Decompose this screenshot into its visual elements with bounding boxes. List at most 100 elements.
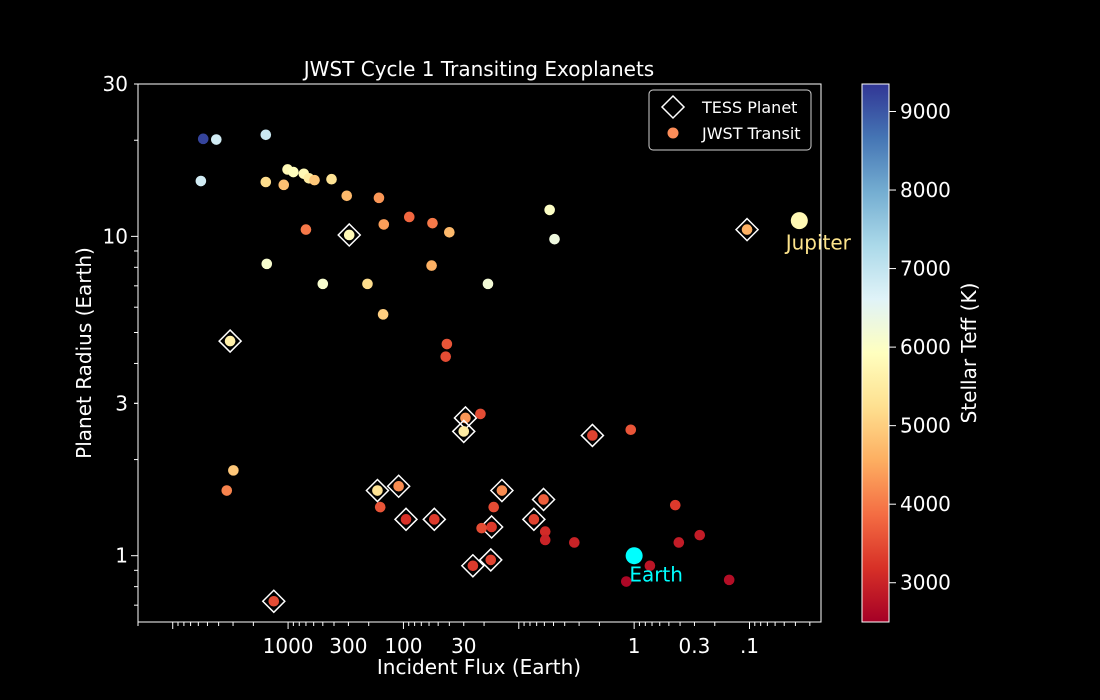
planet-point (528, 514, 540, 525)
planet-point (326, 173, 337, 185)
earth-marker (625, 547, 643, 565)
planet-point (362, 278, 373, 290)
planet-point (377, 309, 389, 320)
colorbar-tick-label: 3000 (900, 571, 951, 595)
data-points (195, 129, 760, 614)
planet-point (669, 499, 681, 511)
planet-point (211, 134, 222, 145)
colorbar-tick-label: 7000 (900, 257, 951, 281)
planet-point (260, 129, 272, 141)
tess-planet-marker (734, 217, 760, 242)
planet-point (458, 426, 470, 437)
y-axis-ticks: 1 3 10 30 (103, 72, 138, 606)
x-tick-label: 300 (329, 634, 367, 658)
x-tick-label: 0.3 (679, 634, 711, 658)
planet-point (620, 576, 632, 587)
planet-point (221, 485, 233, 496)
y-tick-label: 1 (115, 544, 128, 568)
x-tick-label: 30 (451, 634, 476, 658)
planet-point (429, 514, 440, 525)
plot-frame (137, 83, 822, 623)
legend-box (648, 89, 812, 151)
colorbar-tick-label: 6000 (900, 335, 951, 359)
x-axis-label: Incident Flux (Earth) (377, 655, 581, 679)
colorbar-tick-label: 8000 (900, 178, 951, 202)
legend: TESS Planet JWST Transit (648, 89, 812, 151)
tess-planet-marker (580, 423, 605, 448)
chart-title: JWST Cycle 1 Transiting Exoplanets (302, 57, 654, 81)
planet-point (288, 166, 299, 178)
planet-point (488, 501, 500, 513)
planet-point (538, 494, 549, 505)
planet-point (278, 179, 290, 191)
planet-point (372, 485, 383, 496)
reference-planets: Jupiter Earth (625, 212, 852, 587)
planet-point (539, 526, 551, 537)
colorbar-frame (861, 83, 890, 623)
tess-planet-marker (460, 553, 485, 578)
planet-point (228, 465, 239, 476)
planet-point (694, 529, 706, 541)
tess-planet-marker (261, 589, 286, 614)
planet-point (485, 554, 497, 566)
colorbar-tick-label: 4000 (900, 492, 951, 516)
planet-point (427, 217, 438, 229)
planet-point (482, 278, 494, 290)
tess-planet-marker (337, 222, 362, 248)
planet-point (426, 260, 437, 271)
planet-point (441, 338, 453, 350)
legend-label-tess: TESS Planet (701, 98, 797, 117)
tess-planet-marker (386, 474, 411, 499)
planet-point (268, 595, 280, 607)
earth-label: Earth (629, 563, 683, 587)
y-tick-label: 10 (103, 224, 128, 248)
planet-point (309, 174, 320, 186)
planet-point (625, 424, 637, 436)
jupiter-label: Jupiter (784, 231, 852, 255)
planet-point (261, 258, 273, 270)
x-tick-label: .1 (740, 634, 759, 658)
tess-planet-marker (393, 507, 419, 532)
planet-point (741, 224, 753, 235)
planet-point (587, 430, 598, 441)
planet-point (260, 176, 272, 188)
tess-planet-marker (422, 507, 447, 532)
planet-point (476, 522, 487, 534)
colorbar: 3000 4000 5000 6000 7000 8000 9000 Stellar Tef… (861, 83, 981, 623)
tess-planet-marker (531, 487, 556, 512)
planet-point (400, 514, 412, 525)
planet-point (343, 229, 355, 241)
jupiter-marker (790, 212, 808, 230)
colorbar-gradient (862, 84, 889, 622)
planet-point (475, 408, 486, 420)
planet-point (440, 351, 452, 362)
tess-planet-marker (479, 514, 504, 540)
planet-point (300, 224, 312, 235)
planet-point (673, 537, 685, 548)
tess-planet-marker (218, 329, 243, 354)
tess-planet-marker (489, 478, 514, 503)
planet-point (341, 190, 353, 202)
y-tick-label: 30 (103, 72, 128, 96)
planet-point (444, 226, 455, 238)
planet-point (569, 537, 580, 548)
planet-point (197, 133, 209, 145)
legend-circle-marker (667, 127, 679, 139)
planet-point (644, 560, 656, 572)
colorbar-ticks: 3000 4000 5000 6000 7000 8000 9000 (889, 99, 951, 595)
colorbar-tick-label: 9000 (900, 99, 951, 123)
x-tick-label: 1 (628, 634, 641, 658)
planet-point (539, 534, 551, 546)
planet-point (195, 175, 207, 187)
colorbar-label: Stellar Teff (K) (957, 283, 981, 424)
planet-point (393, 480, 404, 492)
x-tick-label: 100 (384, 634, 422, 658)
tess-planet-marker (451, 419, 476, 444)
tess-planet-marker (478, 547, 503, 572)
planet-point (549, 233, 560, 245)
legend-label-jwst: JWST Transit (701, 124, 801, 143)
planet-point (544, 204, 555, 216)
planet-point (373, 192, 385, 204)
tess-planet-marker (521, 507, 546, 532)
